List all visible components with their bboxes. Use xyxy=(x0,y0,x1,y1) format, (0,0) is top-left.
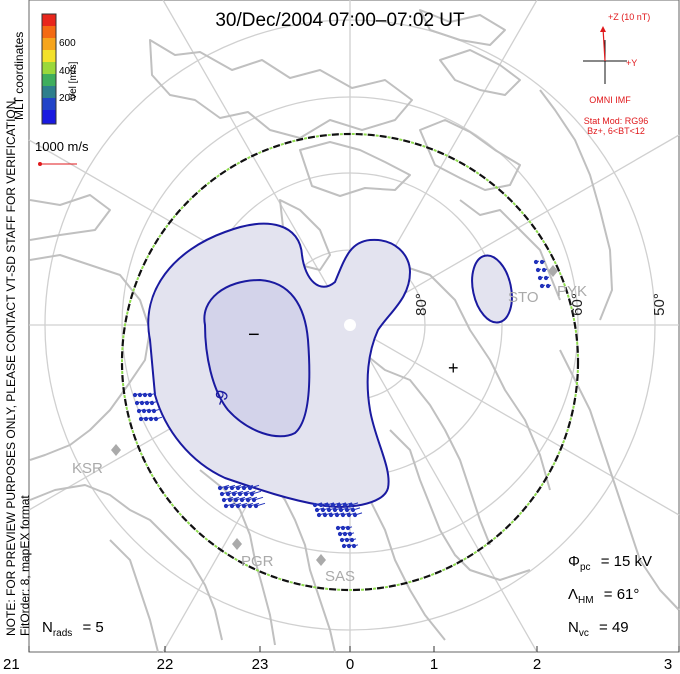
station-label-pyk: PYK xyxy=(557,283,588,300)
velocity-vector-line-21 xyxy=(249,484,260,489)
page-title: 30/Dec/2004 07:00–07:02 UT xyxy=(215,10,465,31)
velocity-vector-line-27 xyxy=(251,490,262,495)
mlt-tick-21: 21 xyxy=(3,656,20,673)
velocity-vector-line-11 xyxy=(153,408,161,412)
fit-order: FitOrder: 8, mapEX format xyxy=(18,495,32,636)
velocity-vector-line-78 xyxy=(545,276,550,279)
velocity-vector-line-72 xyxy=(353,544,359,547)
velocity-vector-line-33 xyxy=(253,496,264,501)
velocity-vector-line-3 xyxy=(149,392,157,396)
velocity-vector-line-66 xyxy=(349,532,355,535)
velocity-scale-bar xyxy=(38,162,77,166)
stat-n-vc: Nvc = 49 xyxy=(568,619,629,639)
plot-frame xyxy=(28,0,680,653)
colorbar-tick-400: 400 xyxy=(59,66,76,77)
imf-model: Stat Mod: RG96 xyxy=(583,116,649,126)
latitude-label-50: 50° xyxy=(650,293,668,316)
station-markers xyxy=(111,265,558,566)
velocity-vector-line-77 xyxy=(539,276,544,279)
colorbar-tick-600: 600 xyxy=(59,38,76,49)
potential-contour-inner xyxy=(203,278,311,438)
mlt-tick-23: 23 xyxy=(251,656,269,673)
mlt-tick-3: 3 xyxy=(663,656,673,673)
hm-boundary-green xyxy=(121,133,579,591)
colorbar-tick-200: 200 xyxy=(59,93,76,104)
velocity-vector-line-60 xyxy=(354,512,363,516)
mlt-tick-1: 1 xyxy=(429,656,439,673)
velocity-vector-line-80 xyxy=(547,284,552,287)
velocity-vector-line-74 xyxy=(541,260,546,263)
velocity-colorbar xyxy=(41,13,57,125)
velocity-vector-line-75 xyxy=(537,268,542,271)
latitude-label-80: 80° xyxy=(412,293,430,316)
mlt-ticks xyxy=(28,646,680,652)
velocity-vector-line-63 xyxy=(347,526,353,529)
stat-n-rads: Nrads = 5 xyxy=(42,619,104,639)
imf-source: OMNI IMF xyxy=(589,95,631,105)
velocity-vector-line-7 xyxy=(151,400,159,404)
potential-min-marker: − xyxy=(248,324,260,346)
velocity-vector-line-15 xyxy=(155,416,163,420)
imf-condition: Bz+, 6<BT<12 xyxy=(587,126,645,136)
station-label-pgr: PGR xyxy=(241,553,274,570)
imf-dial xyxy=(583,26,627,84)
station-marker-ksr xyxy=(111,444,121,456)
imf-z-label: +Z (10 nT) xyxy=(608,12,651,22)
preview-note: NOTE: FOR PREVIEW PURPOSES ONLY, PLEASE … xyxy=(4,97,18,636)
coastlines xyxy=(29,9,680,653)
pole-marker xyxy=(344,319,356,331)
velocity-scale-label: 1000 m/s xyxy=(35,139,89,154)
velocity-vector-line-69 xyxy=(351,538,357,541)
velocity-vectors xyxy=(132,259,552,549)
station-marker-sas xyxy=(316,554,326,566)
velocity-vector-line-79 xyxy=(541,284,546,287)
station-label-sto: STO xyxy=(508,289,539,306)
mlt-tick-2: 2 xyxy=(532,656,542,673)
stat-lambda-hm: ΛHM = 61° xyxy=(568,586,640,606)
velocity-vector-line-73 xyxy=(535,260,540,263)
stat-phi-pc: Φpc = 15 kV xyxy=(568,553,652,573)
hm-boundary xyxy=(120,132,580,592)
velocity-vector-line-76 xyxy=(543,268,548,271)
mlt-tick-22: 22 xyxy=(156,656,174,673)
imf-y-label: +Y xyxy=(626,58,638,68)
potential-contour-positive xyxy=(471,254,513,324)
mlt-tick-0: 0 xyxy=(345,656,355,673)
station-marker-sto xyxy=(548,265,558,277)
velocity-vector-line-53 xyxy=(352,507,361,511)
station-label-sas: SAS xyxy=(325,568,356,585)
velocity-vector-line-39 xyxy=(255,502,266,507)
potential-max-marker: + xyxy=(448,358,459,378)
station-label-ksr: KSR xyxy=(72,460,103,477)
velocity-vector-line-46 xyxy=(350,502,359,506)
station-marker-pgr xyxy=(232,538,242,550)
